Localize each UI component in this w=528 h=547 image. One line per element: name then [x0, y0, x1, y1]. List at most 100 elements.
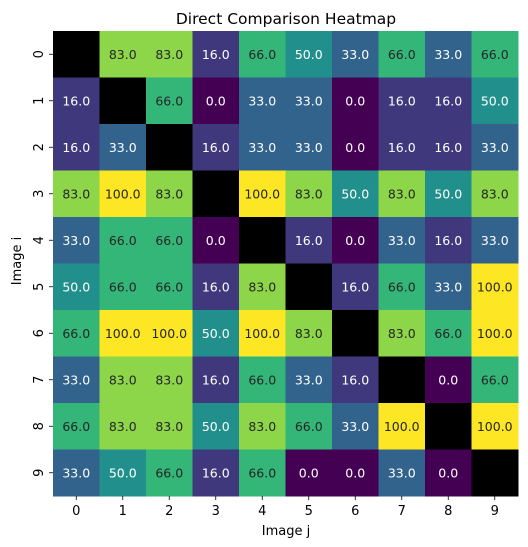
heatmap-cell: [239, 170, 286, 218]
heatmap-cell: [378, 124, 426, 171]
heatmap-cell-label: 33.0: [248, 140, 276, 155]
x-tick-label: 7: [398, 504, 406, 519]
x-tick-label: 2: [165, 504, 173, 519]
heatmap-cell: [425, 217, 472, 264]
heatmap-cell: [53, 77, 100, 125]
heatmap-cell-label: 16.0: [202, 47, 230, 62]
heatmap-cell-label: 100.0: [151, 326, 187, 341]
heatmap-cell-label: 66.0: [481, 47, 509, 62]
heatmap-cell-label: 100.0: [244, 326, 280, 341]
heatmap-cell: [146, 124, 193, 171]
heatmap-cell-label: 83.0: [109, 372, 137, 387]
heatmap-cell: [99, 170, 147, 218]
heatmap-cell-label: 66.0: [295, 419, 323, 434]
heatmap-cell-label: 66.0: [155, 279, 183, 294]
heatmap-cell-label: 66.0: [155, 93, 183, 108]
heatmap-cell: [378, 356, 426, 404]
heatmap-cell-label: 66.0: [109, 233, 137, 248]
heatmap-cell: [239, 217, 286, 264]
heatmap-cell-label: 100.0: [105, 186, 141, 201]
heatmap-cell-label: 100.0: [244, 186, 280, 201]
heatmap-cell: [285, 217, 333, 264]
heatmap-cell-label: 50.0: [434, 186, 462, 201]
x-tick-label: 0: [72, 504, 80, 519]
heatmap-cell: [53, 263, 100, 311]
heatmap-cell: [99, 356, 147, 404]
heatmap-cell-label: 50.0: [62, 279, 90, 294]
y-tick-label: 8: [32, 422, 47, 430]
heatmap-cell: [53, 170, 100, 218]
heatmap-cell: [332, 217, 379, 264]
heatmap-cell-label: 33.0: [388, 465, 416, 480]
heatmap-cell: [146, 31, 193, 78]
heatmap-cell: [99, 449, 147, 497]
heatmap-cell: [239, 124, 286, 171]
heatmap-cell: [378, 31, 426, 78]
heatmap-cell-label: 66.0: [434, 326, 462, 341]
heatmap-cell: [53, 310, 100, 357]
heatmap-cell-label: 33.0: [62, 465, 90, 480]
heatmap-cell-label: 83.0: [388, 186, 416, 201]
heatmap-cell: [239, 263, 286, 311]
heatmap-cell: [471, 449, 519, 497]
heatmap-cell-label: 0.0: [206, 93, 226, 108]
heatmap-cell: [332, 449, 379, 497]
heatmap-cell-label: 83.0: [295, 186, 323, 201]
heatmap-cell-label: 16.0: [434, 140, 462, 155]
heatmap-cell: [99, 77, 147, 125]
heatmap-cell-label: 33.0: [481, 140, 509, 155]
heatmap-cell-label: 16.0: [434, 93, 462, 108]
heatmap-cell: [146, 310, 193, 357]
x-tick-label: 4: [258, 504, 266, 519]
heatmap-cell-label: 0.0: [206, 233, 226, 248]
heatmap-cell-label: 33.0: [295, 372, 323, 387]
heatmap-cell-label: 66.0: [155, 233, 183, 248]
heatmap-cell: [99, 263, 147, 311]
heatmap-cell-label: 33.0: [341, 47, 369, 62]
heatmap-cell: [332, 77, 379, 125]
heatmap-cell: [99, 124, 147, 171]
heatmap-cell: [53, 449, 100, 497]
heatmap-cell: [146, 217, 193, 264]
heatmap-cell: [239, 77, 286, 125]
y-tick-label: 2: [32, 143, 47, 151]
heatmap-cell: [285, 356, 333, 404]
heatmap-cell: [146, 356, 193, 404]
heatmap-cell-label: 33.0: [248, 93, 276, 108]
heatmap-cell: [471, 356, 519, 404]
heatmap-cell-label: 0.0: [345, 233, 365, 248]
heatmap-cell: [378, 77, 426, 125]
heatmap-cell-label: 83.0: [388, 326, 416, 341]
heatmap-cell: [425, 403, 472, 450]
y-tick-label: 4: [32, 236, 47, 244]
heatmap-cell-label: 100.0: [477, 279, 513, 294]
heatmap-cell: [285, 310, 333, 357]
heatmap-cell-label: 66.0: [248, 372, 276, 387]
heatmap-cell-label: 16.0: [62, 140, 90, 155]
heatmap-cell-label: 33.0: [341, 419, 369, 434]
heatmap-cell: [192, 124, 240, 171]
heatmap-cell: [239, 31, 286, 78]
heatmap-cell-label: 0.0: [345, 465, 365, 480]
heatmap-cell-label: 83.0: [248, 279, 276, 294]
heatmap-cell-label: 16.0: [434, 233, 462, 248]
heatmap-cell: [471, 31, 519, 78]
heatmap-cell: [285, 403, 333, 450]
heatmap-cell: [471, 217, 519, 264]
heatmap-cell-label: 16.0: [202, 372, 230, 387]
chart-title: Direct Comparison Heatmap: [176, 10, 396, 28]
heatmap-cell-label: 83.0: [155, 372, 183, 387]
heatmap-cell-label: 0.0: [345, 140, 365, 155]
heatmap-cell: [192, 217, 240, 264]
heatmap-cell: [192, 170, 240, 218]
heatmap-cell: [192, 356, 240, 404]
heatmap-cell-label: 66.0: [481, 372, 509, 387]
heatmap-cell: [99, 310, 147, 357]
heatmap-cell-label: 0.0: [345, 93, 365, 108]
heatmap-cell-label: 83.0: [481, 186, 509, 201]
heatmap-cell-label: 66.0: [62, 326, 90, 341]
heatmap-cell: [146, 449, 193, 497]
heatmap-cell-label: 83.0: [62, 186, 90, 201]
heatmap-cell-label: 100.0: [477, 326, 513, 341]
heatmap-cell: [378, 403, 426, 450]
